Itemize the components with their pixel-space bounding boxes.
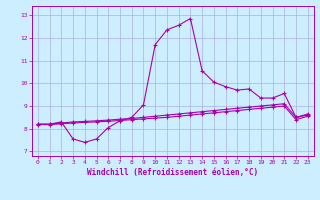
X-axis label: Windchill (Refroidissement éolien,°C): Windchill (Refroidissement éolien,°C) [87,168,258,177]
